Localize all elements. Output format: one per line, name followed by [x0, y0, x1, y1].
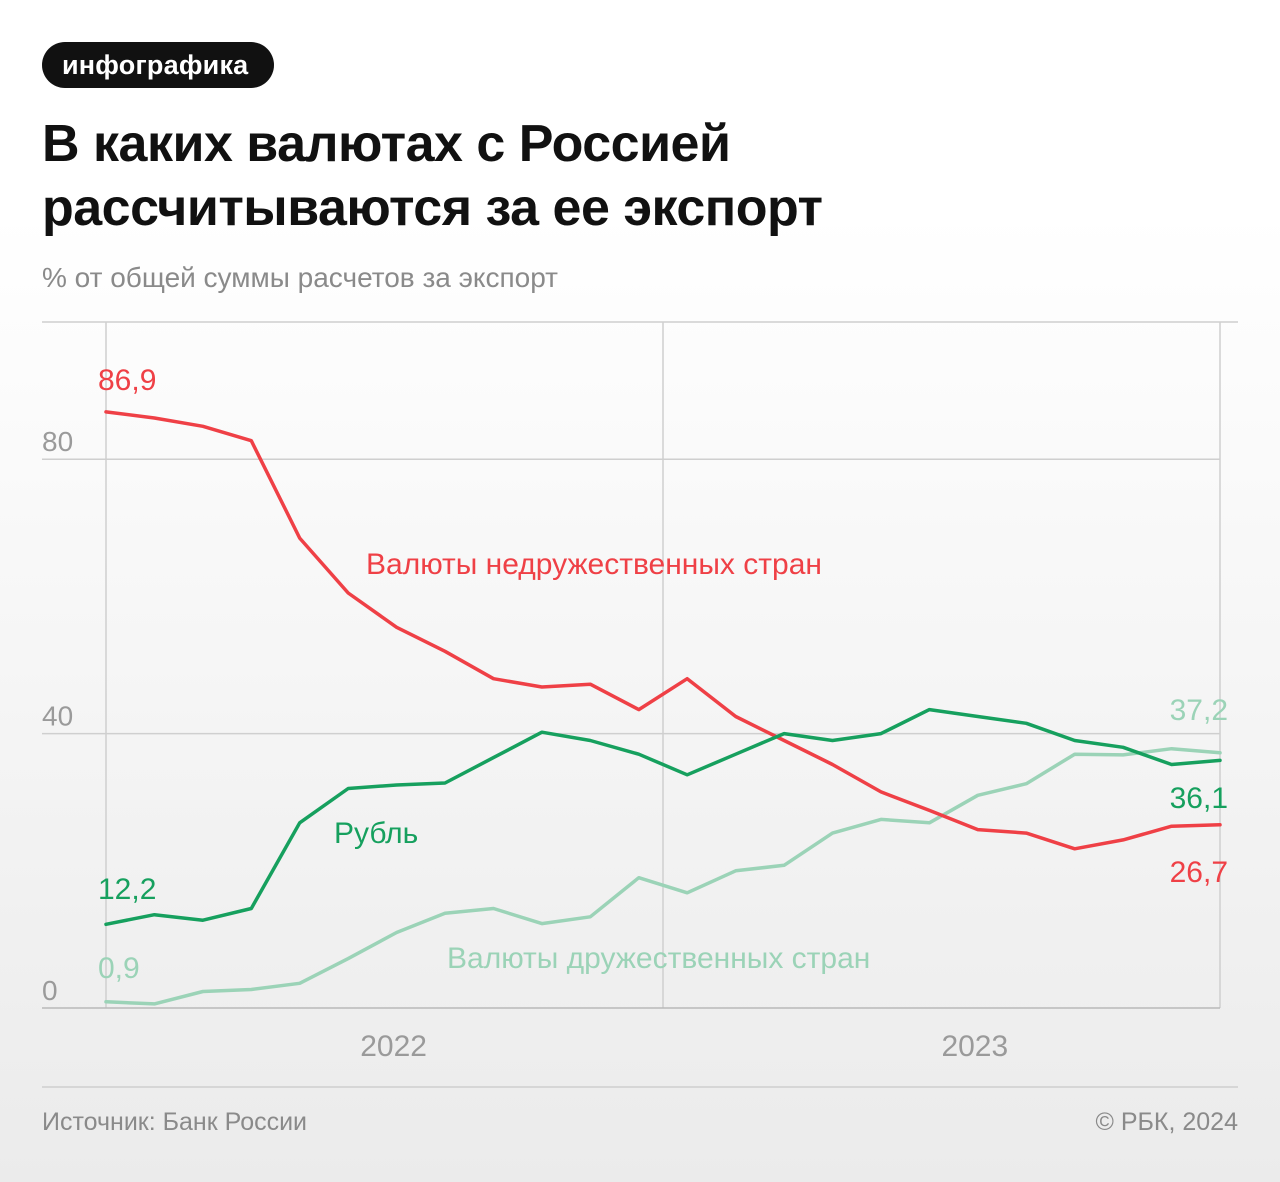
y-tick-label-40: 40 [42, 701, 73, 732]
title-line-1: В каких валютах с Россией [42, 115, 731, 173]
series-line-friendly [104, 746, 1222, 1006]
source-note: Источник: Банк России [42, 1108, 308, 1136]
start-label-ruble: 12,2 [98, 873, 156, 906]
start-label-friendly: 0,9 [98, 952, 140, 985]
chart-subtitle: % от общей суммы расчетов за экспорт [42, 262, 559, 293]
title-line-2: рассчитываются за ее экспорт [42, 179, 823, 237]
series-line-ruble [104, 707, 1222, 927]
end-label-unfriendly: 26,7 [1170, 856, 1228, 889]
y-tick-label-80: 80 [42, 426, 73, 457]
copyright-note: © РБК, 2024 [1095, 1108, 1238, 1136]
series-name-unfriendly: Валюты недружественных стран [366, 548, 822, 581]
x-tick-label-2023: 2023 [941, 1030, 1008, 1063]
y-tick-label-0: 0 [42, 975, 58, 1006]
series-name-ruble: Рубль [334, 817, 418, 850]
series-line-unfriendly [104, 410, 1222, 851]
end-label-ruble: 36,1 [1170, 782, 1228, 815]
series-name-friendly: Валюты дружественных стран [447, 942, 870, 975]
page-title: В каких валютах с Россией рассчитываются… [42, 112, 1142, 240]
end-label-friendly: 37,2 [1170, 694, 1228, 727]
infographic-badge: инфографика [42, 42, 275, 88]
start-label-unfriendly: 86,9 [98, 364, 156, 397]
x-tick-label-2022: 2022 [360, 1030, 427, 1063]
